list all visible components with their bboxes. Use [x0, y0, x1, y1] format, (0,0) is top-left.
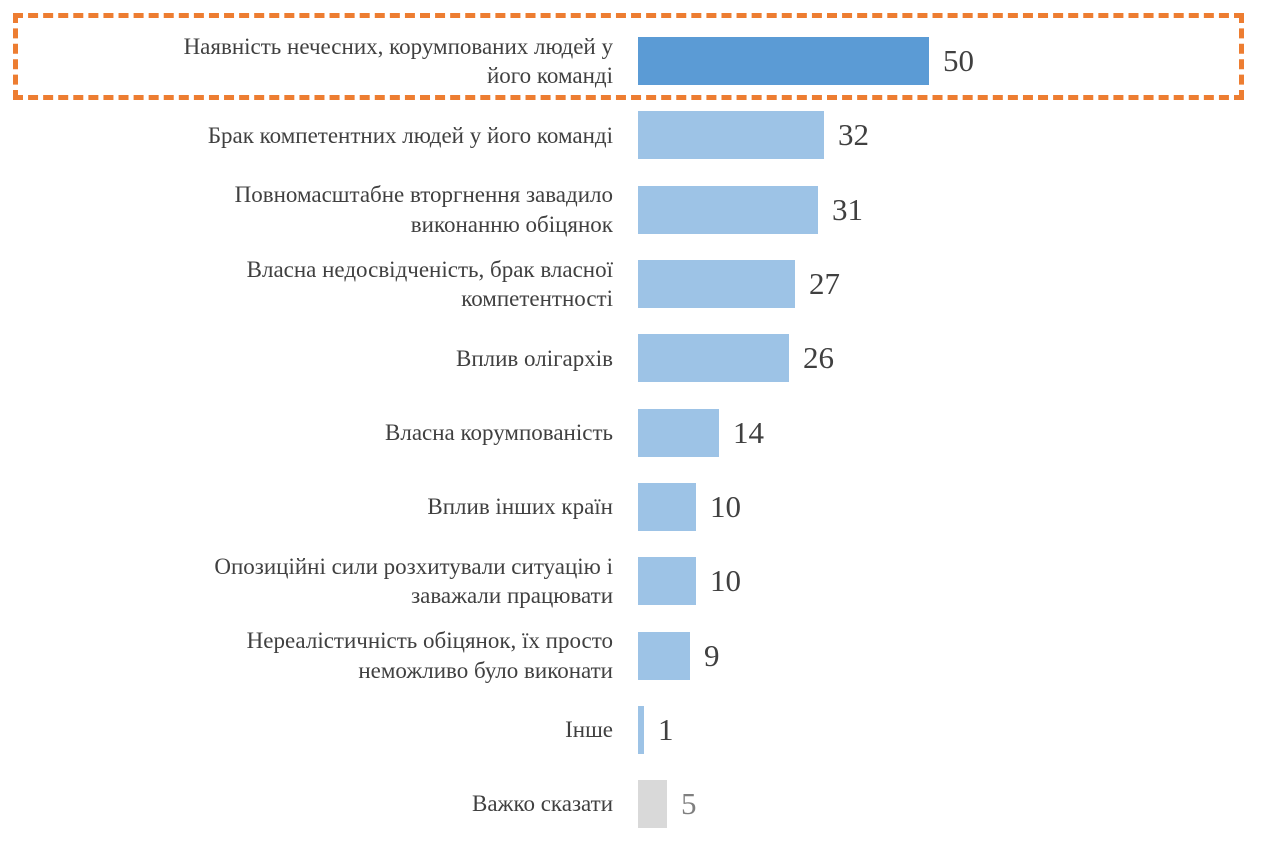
- value-label: 26: [803, 340, 834, 376]
- value-label: 50: [943, 43, 974, 79]
- value-label: 10: [710, 563, 741, 599]
- bar: [638, 705, 644, 754]
- chart-row: Опозиційні сили розхитували ситуацію і з…: [0, 544, 1263, 618]
- bar: [638, 334, 789, 383]
- bar: [638, 260, 795, 309]
- bar: [638, 780, 667, 829]
- category-label: Важко сказати: [472, 791, 613, 817]
- bar: [638, 185, 818, 234]
- chart-row: Вплив інших країн 10: [0, 470, 1263, 544]
- value-label: 31: [832, 191, 863, 227]
- value-label: 27: [809, 266, 840, 302]
- bar: [638, 408, 719, 457]
- value-label: 32: [838, 117, 869, 153]
- bar-area: 5: [638, 780, 1263, 829]
- category-label: Наявність нечесних, корумпованих людей у…: [183, 33, 613, 89]
- bar-area: 32: [638, 111, 1263, 160]
- category-label: Вплив олігархів: [455, 345, 613, 371]
- chart-row: Важко сказати 5: [0, 767, 1263, 841]
- bar-area: 9: [638, 631, 1263, 680]
- chart-row: Власна корумпованість 14: [0, 395, 1263, 469]
- bar-area: 14: [638, 408, 1263, 457]
- value-label: 10: [710, 488, 741, 524]
- bar-area: 10: [638, 557, 1263, 606]
- chart-row: Інше 1: [0, 693, 1263, 767]
- bar: [638, 631, 690, 680]
- category-label: Нереалістичність обіцянок, їх просто нем…: [246, 628, 613, 683]
- category-label: Опозиційні сили розхитували ситуацію і з…: [214, 553, 613, 609]
- chart-row: Нереалістичність обіцянок, їх просто нем…: [0, 618, 1263, 692]
- bar-area: 26: [638, 334, 1263, 383]
- category-label: Власна недосвідченість, брак власної ком…: [246, 256, 613, 312]
- category-label: Брак компетентних людей у його команді: [207, 122, 613, 148]
- bar: [638, 482, 696, 531]
- chart-row: Власна недосвідченість, брак власної ком…: [0, 247, 1263, 321]
- chart-row: Повномасштабне вторгнення завадило викон…: [0, 173, 1263, 247]
- value-label: 14: [733, 414, 764, 450]
- bar-area: 1: [638, 705, 1263, 754]
- category-label: Власна корумпованість: [385, 419, 613, 445]
- bar-area: 31: [638, 185, 1263, 234]
- chart-row: Брак компетентних людей у його команді 3…: [0, 98, 1263, 172]
- value-label: 9: [704, 637, 720, 673]
- value-label: 1: [658, 711, 674, 747]
- bar-area: 27: [638, 260, 1263, 309]
- chart-row: Вплив олігархів 26: [0, 321, 1263, 395]
- bar: [638, 37, 929, 86]
- bar: [638, 557, 696, 606]
- chart-row: Наявність нечесних, корумпованих людей у…: [0, 24, 1263, 98]
- bar-area: 10: [638, 482, 1263, 531]
- category-label: Повномасштабне вторгнення завадило викон…: [234, 182, 613, 237]
- bar-area: 50: [638, 37, 1263, 86]
- category-label: Вплив інших країн: [427, 494, 613, 520]
- chart-rows: Наявність нечесних, корумпованих людей у…: [0, 24, 1263, 841]
- value-label: 5: [681, 786, 697, 822]
- category-label: Інше: [565, 717, 613, 743]
- bar: [638, 111, 824, 160]
